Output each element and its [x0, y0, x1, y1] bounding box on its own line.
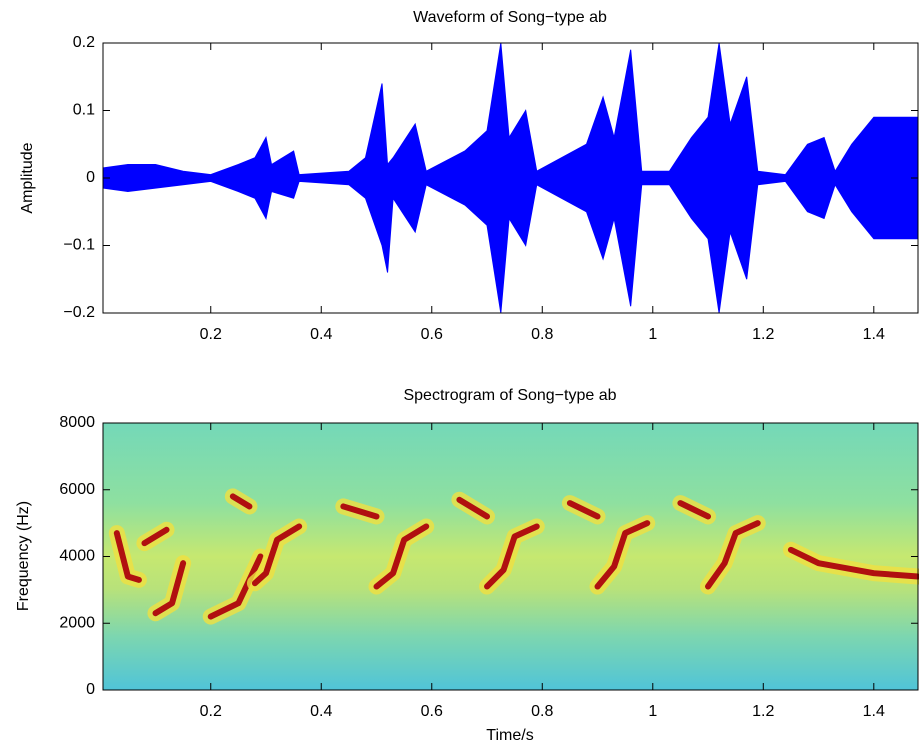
track	[113, 530, 142, 583]
y-axis-label: Frequency (Hz)	[15, 501, 32, 611]
track	[677, 500, 712, 520]
x-tick-label: 0.2	[200, 326, 222, 343]
waveform-envelope	[102, 177, 919, 314]
x-tick-label: 1.2	[752, 326, 774, 343]
waveform-envelope	[102, 42, 919, 179]
track	[484, 523, 540, 590]
x-tick-label: 1.2	[752, 703, 774, 720]
y-tick-label: 0	[86, 169, 95, 186]
x-tick-label: 0.8	[531, 326, 553, 343]
track	[152, 560, 187, 617]
track	[229, 493, 253, 510]
chart-title: Waveform of Song−type ab	[413, 9, 607, 26]
x-tick-label: 0.4	[310, 326, 332, 343]
y-tick-label: 0.2	[73, 34, 95, 51]
x-tick-label: 1.4	[863, 703, 885, 720]
track	[251, 523, 303, 587]
y-tick-label: 0.1	[73, 102, 95, 119]
chart-title: Spectrogram of Song−type ab	[403, 387, 616, 404]
track	[456, 496, 491, 520]
track	[141, 526, 170, 547]
track	[594, 520, 651, 590]
x-tick-label: 0.2	[200, 703, 222, 720]
x-axis-label: Time/s	[486, 727, 533, 744]
track	[340, 503, 380, 520]
y-tick-label: −0.2	[63, 304, 95, 321]
y-tick-label: 4000	[59, 548, 95, 565]
y-tick-label: −0.1	[63, 237, 95, 254]
track	[373, 523, 430, 590]
track	[566, 500, 601, 520]
x-tick-label: 1	[648, 326, 657, 343]
x-tick-label: 0.8	[531, 703, 553, 720]
y-axis-label: Amplitude	[19, 142, 36, 213]
y-tick-label: 6000	[59, 481, 95, 498]
track	[787, 546, 919, 580]
track	[207, 553, 264, 620]
track	[705, 520, 761, 590]
y-tick-label: 0	[86, 681, 95, 698]
y-tick-label: 8000	[59, 414, 95, 431]
x-tick-label: 0.6	[421, 703, 443, 720]
x-tick-label: 0.6	[421, 326, 443, 343]
x-tick-label: 0.4	[310, 703, 332, 720]
x-tick-label: 1	[648, 703, 657, 720]
y-tick-label: 2000	[59, 614, 95, 631]
x-tick-label: 1.4	[863, 326, 885, 343]
